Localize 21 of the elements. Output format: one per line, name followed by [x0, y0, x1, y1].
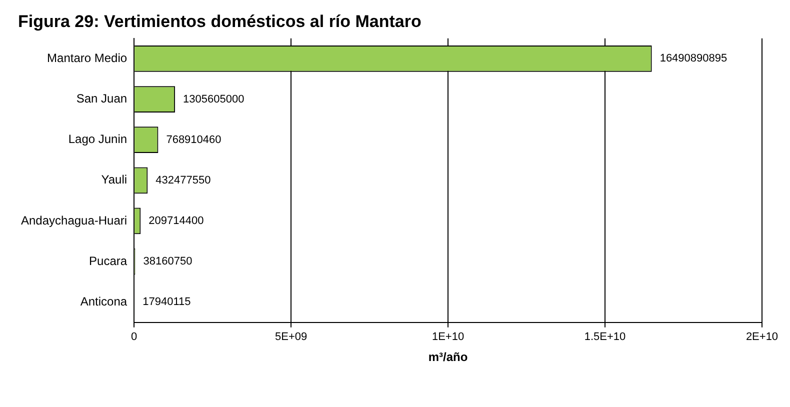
y-tick-label: Mantaro Medio [47, 51, 128, 65]
data-label: 1305605000 [183, 93, 244, 106]
y-tick-label: Andaychagua-Huari [20, 213, 128, 228]
y-tick-label: Yauli [101, 172, 128, 187]
data-label: 17940115 [142, 296, 191, 308]
y-tick-label: Anticona [80, 294, 128, 308]
y-tick-label: Pucara [89, 254, 128, 268]
data-label: 16490890895 [660, 52, 728, 65]
y-tick-label: Lago Junin [68, 132, 128, 146]
x-tick-label: 2E+10 [746, 331, 778, 344]
x-tick-label: 1E+10 [432, 331, 464, 344]
y-tick-label: San Juan [76, 92, 128, 106]
chart-title: Figura 29: Vertimientos domésticos al río Mantaro [18, 12, 422, 31]
data-label: 209714400 [148, 215, 204, 228]
data-label: 38160750 [143, 256, 192, 268]
x-tick-label: 5E+09 [274, 331, 308, 344]
x-tick-label: 1.5E+10 [584, 331, 626, 344]
x-axis-title: m³/año [428, 350, 468, 364]
data-label: 768910460 [166, 134, 222, 146]
data-label: 432477550 [156, 174, 211, 186]
x-tick-label: 0 [131, 331, 138, 344]
